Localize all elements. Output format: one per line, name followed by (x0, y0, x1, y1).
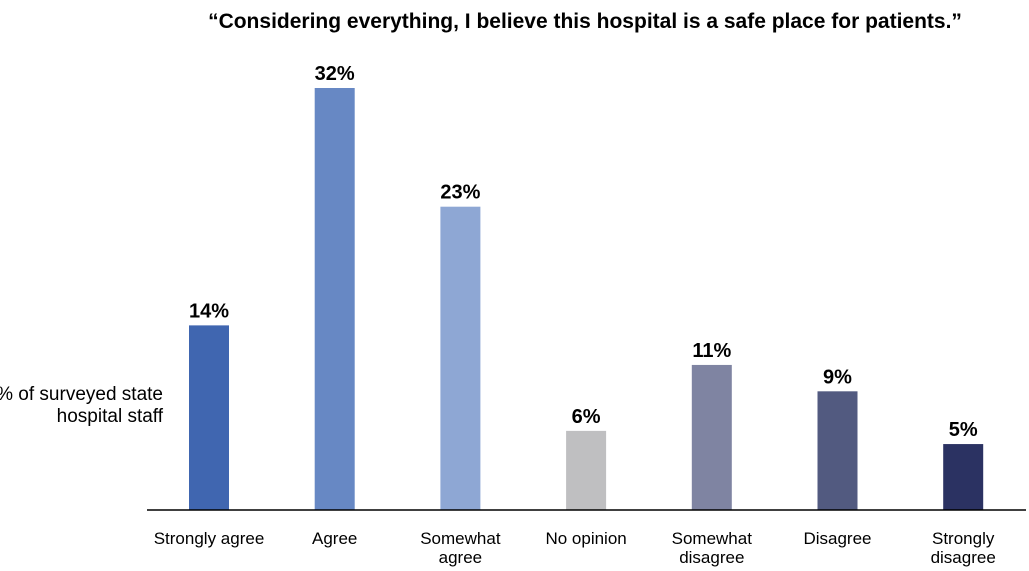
bar-strongly-disagree (943, 444, 984, 510)
bar-no-opinion (566, 430, 607, 510)
value-label-somewhat-agree: 23% (440, 182, 480, 204)
bar-somewhat-disagree (691, 364, 732, 510)
bar-strongly-agree (189, 325, 229, 510)
value-label-strongly-agree: 14% (189, 300, 229, 322)
value-label-agree: 32% (315, 63, 355, 85)
bar-somewhat-agree (440, 206, 481, 510)
category-label-somewhat-disagree: Somewhat disagree (671, 529, 752, 567)
category-label-agree: Agree (312, 529, 358, 548)
category-label-somewhat-agree: Somewhat agree (420, 529, 501, 567)
bar-disagree (817, 391, 858, 510)
value-labels-group: 14% 32% 23% 6% 11% 9% 5% (189, 63, 978, 441)
category-label-strongly-disagree: Strongly disagree (930, 529, 996, 567)
value-label-somewhat-disagree: 11% (692, 340, 731, 362)
category-label-strongly-agree: Strongly agree (153, 529, 265, 548)
bar-agree (314, 88, 355, 510)
bars-group (189, 88, 984, 510)
value-label-disagree: 9% (823, 366, 852, 388)
value-label-strongly-disagree: 5% (949, 419, 978, 441)
category-label-disagree: Disagree (803, 529, 872, 548)
chart-title: “Considering everything, I believe this … (208, 10, 962, 33)
value-label-no-opinion: 6% (572, 406, 601, 428)
category-label-no-opinion: No opinion (545, 529, 627, 548)
y-axis-label: % of surveyed state hospital staff (0, 384, 163, 427)
